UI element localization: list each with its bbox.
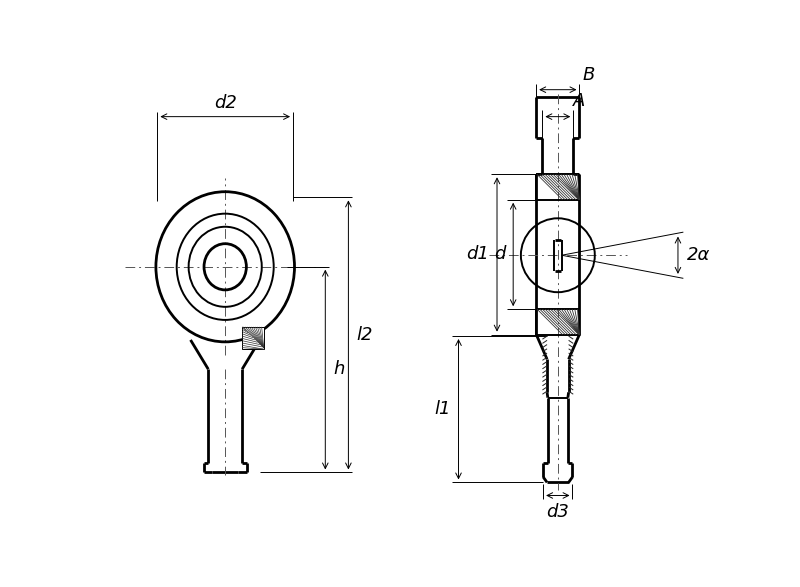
Text: 2α: 2α xyxy=(687,246,710,264)
Text: l1: l1 xyxy=(434,400,451,419)
Text: l2: l2 xyxy=(356,326,373,343)
Text: A: A xyxy=(574,93,586,110)
Text: h: h xyxy=(333,360,344,378)
Polygon shape xyxy=(242,327,264,349)
Text: d1: d1 xyxy=(466,245,490,264)
Text: d3: d3 xyxy=(546,503,570,521)
Text: d2: d2 xyxy=(214,94,237,112)
Text: B: B xyxy=(582,66,595,85)
Text: d: d xyxy=(494,245,506,264)
